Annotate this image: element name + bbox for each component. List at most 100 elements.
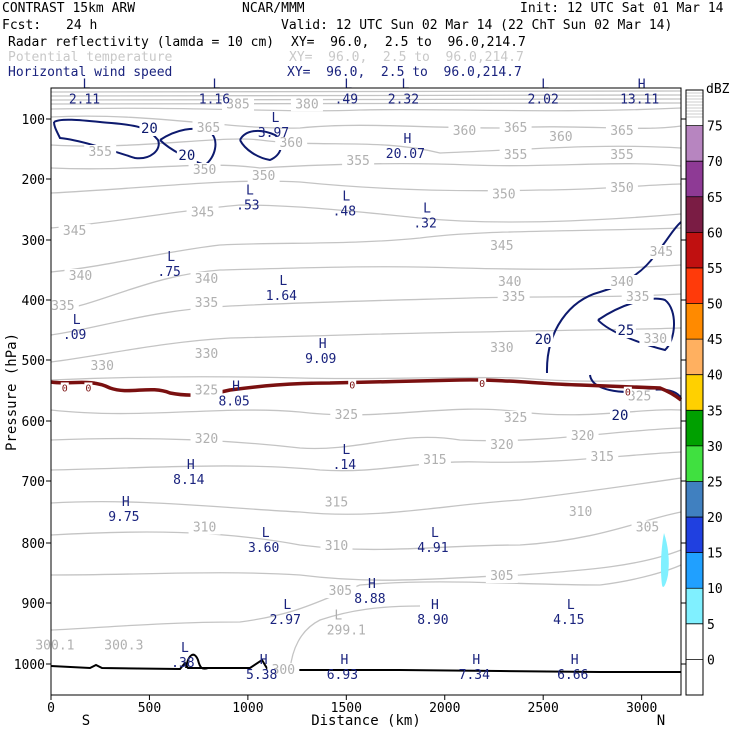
wind-extremum-value: 3.60 — [248, 541, 279, 556]
wind-extremum-marker: L — [262, 526, 270, 541]
theta-contour-label: 330 — [195, 347, 218, 362]
theta-contour-label: 305 — [490, 569, 513, 584]
wind-extremum-value: 13.11 — [620, 93, 659, 108]
wind-extremum-marker: H — [403, 132, 411, 147]
theta-contour-line — [50, 227, 682, 273]
theta-label-bg — [190, 272, 223, 286]
theta-contour-line — [289, 605, 421, 671]
terrain-line — [50, 658, 681, 673]
theta-contour-label: 355 — [88, 145, 111, 160]
colorbar-segment — [686, 161, 703, 197]
freezing-label-bg — [478, 378, 487, 389]
colorbar-label: 10 — [707, 582, 723, 597]
wind-extremum-marker: L — [431, 526, 439, 541]
theta-label-bg — [639, 332, 672, 346]
theta-contour-label: 345 — [650, 245, 673, 260]
colorbar-label: 75 — [707, 120, 723, 135]
x-tick-label: 3000 — [626, 701, 657, 716]
wind-extremum-value: 1.64 — [266, 289, 297, 304]
theta-contour-label: 330 — [490, 341, 513, 356]
wind-extremum-marker: L — [401, 78, 409, 93]
wind-extremum-marker: H — [368, 577, 376, 592]
colorbar-label: 35 — [707, 404, 723, 419]
wind-extremum-marker: H — [122, 495, 130, 510]
theta-contour-line — [50, 549, 682, 581]
theta-contour-line — [50, 327, 682, 363]
field-theta-name: Potential temperature — [8, 50, 173, 65]
theta-label-bg — [605, 124, 638, 138]
y-tick-label: 500 — [22, 354, 45, 369]
theta-label-bg — [86, 359, 119, 374]
theta-contour-label: 300 — [272, 663, 295, 678]
wind-extremum-value: .32 — [413, 217, 436, 232]
theta-label-bg — [499, 121, 532, 135]
wind-extremum-value: .09 — [63, 328, 86, 343]
wind-extremum-value: 9.09 — [305, 352, 336, 367]
theta-contour-line — [50, 564, 682, 631]
wind-extremum-value: .75 — [157, 265, 180, 280]
theta-label-bg — [190, 347, 223, 361]
wind-extremum-value: 20.07 — [386, 147, 425, 162]
theta-label-bg — [605, 181, 638, 196]
theta-extremum-marker: L — [334, 608, 342, 623]
theta-label-bg — [290, 97, 323, 112]
wind-extremum-value: 1.16 — [199, 93, 230, 108]
theta-label-bg — [190, 432, 223, 446]
theta-label-bg — [324, 584, 357, 598]
wind-extremum-marker: L — [541, 78, 549, 93]
theta-contour-label: 385 — [226, 97, 249, 112]
theta-label-bg — [586, 450, 619, 464]
wind-extremum-marker: L — [283, 598, 291, 613]
freezing-label-bg — [60, 382, 69, 393]
y-tick-label: 800 — [22, 537, 45, 552]
theta-contour-line — [50, 98, 682, 101]
colorbar-label: 45 — [707, 333, 723, 348]
wind-extremum-marker: L — [342, 443, 350, 458]
wind-extremum-value: 8.14 — [173, 473, 204, 488]
plot-frame — [50, 87, 682, 696]
wind-extremum-marker: H — [431, 598, 439, 613]
theta-label-bg — [192, 121, 225, 135]
theta-contour-label: 340 — [610, 275, 633, 290]
colorbar-label: 15 — [707, 547, 723, 562]
wind-extremum-marker: H — [472, 653, 480, 668]
theta-contour-line — [50, 138, 682, 154]
theta-contour-label: 310 — [325, 539, 348, 554]
wind-contour-label: 20 — [141, 121, 158, 137]
theta-label-bg — [605, 275, 638, 289]
theta-contour-line — [50, 107, 682, 112]
chart-overlays — [50, 378, 683, 673]
chart-labels: 385 380 365 360 365 360 365 355 360 355 355 355 350 3… — [35, 78, 678, 683]
theta-label-bg — [330, 407, 363, 422]
wind-extremum-value: 2.97 — [270, 613, 301, 628]
colorbar-segment — [686, 125, 703, 162]
wind-label-bg — [615, 324, 636, 338]
theta-label-bg — [621, 290, 654, 304]
theta-label-bg — [190, 383, 223, 398]
theta-contour-label: 315 — [325, 496, 348, 511]
freezing-level-label: 0 — [479, 379, 485, 390]
south-label: S — [82, 713, 90, 729]
theta-contour-label: 320 — [195, 432, 218, 447]
wind-extremum-value: 2.11 — [69, 93, 100, 108]
freezing-label-bg — [623, 386, 632, 397]
org-name: NCAR/MMM — [242, 1, 305, 16]
field-theta-xy: XY= 96.0, 2.5 to 96.0,214.7 — [289, 50, 524, 65]
y-tick-label: 900 — [22, 597, 45, 612]
theta-label-bg — [46, 299, 79, 313]
theta-contour-label: 360 — [549, 130, 572, 145]
theta-contour-label: 345 — [191, 206, 214, 221]
forecast-hours: 24 h — [66, 18, 98, 33]
wind-extremum-value: 8.90 — [417, 613, 448, 628]
theta-contour-line — [50, 477, 682, 515]
wind-label-bg — [139, 122, 160, 136]
theta-contour-label: 300.1 — [35, 639, 74, 654]
wind-extremum-value: 6.66 — [557, 668, 588, 683]
theta-label-bg — [38, 638, 71, 653]
theta-contour-label: 300.3 — [104, 639, 143, 654]
theta-label-bg — [188, 163, 221, 177]
theta-contour-lines — [50, 90, 682, 671]
wind-extremum-value: 9.75 — [108, 510, 139, 525]
wind-extremum-value: 8.05 — [218, 395, 249, 410]
